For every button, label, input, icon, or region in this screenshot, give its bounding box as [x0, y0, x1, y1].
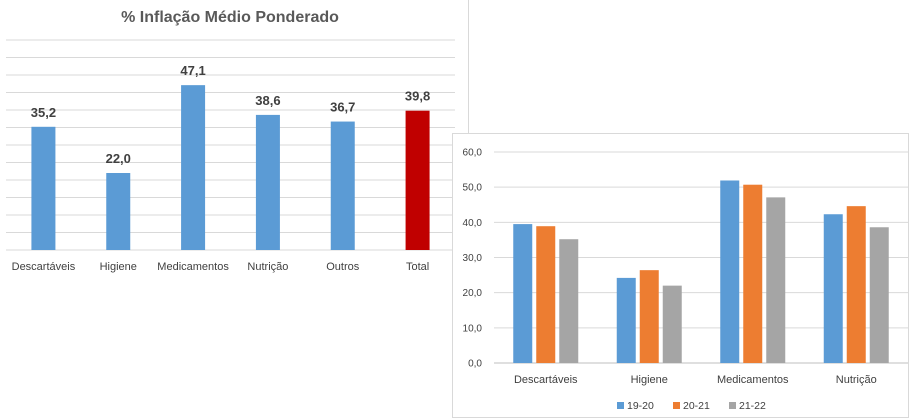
category-label-medicamentos: Medicamentos	[157, 261, 229, 273]
category-label-descartaveis: Descartáveis	[514, 374, 578, 386]
bar-total	[405, 110, 430, 250]
data-label-higiene: 22,0	[106, 151, 131, 166]
bar-nutricao	[255, 114, 280, 251]
y-tick-label: 30,0	[463, 253, 483, 264]
bar-descartaveis-20-21	[536, 226, 556, 363]
data-label-nutricao: 38,6	[255, 93, 280, 108]
data-label-descartaveis: 35,2	[31, 105, 56, 120]
category-label-outros: Outros	[326, 261, 360, 273]
category-label-medicamentos: Medicamentos	[717, 374, 789, 386]
y-tick-label: 20,0	[463, 288, 483, 299]
bar-descartaveis	[31, 126, 56, 250]
legend-swatch-20-21	[673, 402, 680, 409]
chart1-category-labels: Descartáveis Higiene Medicamentos Nutrição O…	[12, 261, 430, 273]
y-tick-label: 50,0	[463, 183, 483, 194]
bar-higiene-19-20	[616, 277, 636, 363]
chart2-legend: 19-20 20-21 21-22	[617, 400, 766, 412]
legend-swatch-19-20	[617, 402, 624, 409]
chart1-data-labels: 35,2 22,0 47,1 38,6 36,7 39,8	[31, 63, 430, 166]
inflation-by-period-chart-svg: 0,0 10,0 20,0 30,0 40,0 50,0 60,0 Descartáveis…	[463, 148, 908, 412]
legend-label-21-22: 21-22	[739, 400, 766, 412]
data-label-medicamentos: 47,1	[180, 63, 205, 78]
bar-descartaveis-21-22	[559, 239, 579, 363]
chart2-gridlines	[494, 151, 908, 364]
bar-nutricao-21-22	[869, 227, 889, 363]
category-label-higiene: Higiene	[100, 261, 137, 273]
y-tick-label: 40,0	[463, 218, 483, 229]
data-label-total: 39,8	[405, 89, 430, 104]
category-label-nutricao: Nutrição	[836, 374, 877, 386]
chart1-bars	[31, 85, 430, 251]
chart2-y-tick-labels: 0,0 10,0 20,0 30,0 40,0 50,0 60,0	[463, 148, 483, 370]
bar-descartaveis-19-20	[513, 224, 533, 363]
bar-higiene	[106, 173, 131, 250]
bar-nutricao-20-21	[846, 206, 866, 363]
category-label-higiene: Higiene	[631, 374, 668, 386]
category-label-total: Total	[406, 261, 429, 273]
category-label-descartaveis: Descartáveis	[12, 261, 76, 273]
bar-medicamentos-19-20	[720, 180, 740, 363]
y-tick-label: 10,0	[463, 323, 483, 334]
inflation-weighted-chart-svg: % Inflação Médio Ponderado 35,222,047,13…	[6, 9, 455, 273]
legend-swatch-21-22	[729, 402, 736, 409]
chart2-category-labels: Descartáveis Higiene Medicamentos Nutrição	[514, 374, 877, 386]
inflation-by-period-chart: 0,0 10,0 20,0 30,0 40,0 50,0 60,0 Descartáveis…	[452, 133, 909, 418]
y-tick-label: 0,0	[468, 359, 482, 370]
legend-label-20-21: 20-21	[683, 400, 710, 412]
y-tick-label: 60,0	[463, 148, 483, 159]
inflation-weighted-chart: % Inflação Médio Ponderado 35,2 22,0 47,1 3…	[0, 0, 469, 300]
chart2-bars	[513, 180, 889, 363]
bar-higiene-20-21	[639, 270, 659, 363]
chart1-gridlines	[6, 39, 455, 251]
bar-medicamentos	[181, 85, 206, 251]
chart-title: % Inflação Médio Ponderado	[121, 9, 339, 26]
bar-medicamentos-20-21	[743, 184, 763, 363]
category-label-nutricao: Nutrição	[247, 261, 288, 273]
data-label-outros: 36,7	[330, 100, 355, 115]
legend-label-19-20: 19-20	[627, 400, 654, 412]
bar-nutricao-19-20	[823, 214, 843, 363]
bar-outros	[330, 121, 355, 250]
bar-medicamentos-21-22	[766, 197, 786, 363]
bar-higiene-21-22	[662, 285, 682, 363]
